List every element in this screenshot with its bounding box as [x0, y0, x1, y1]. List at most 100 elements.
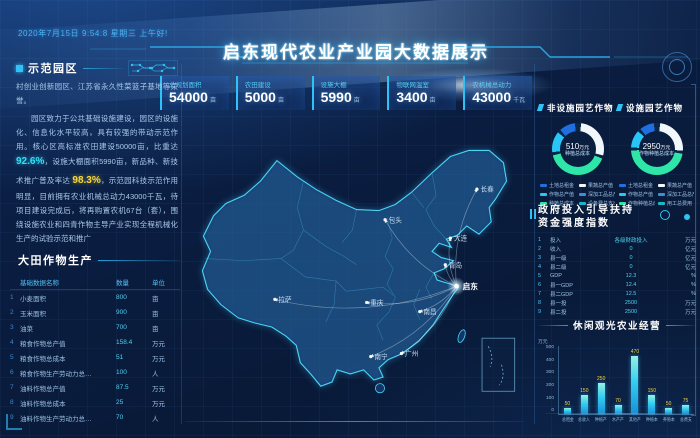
legend-swatch: [658, 184, 665, 187]
donut-legends: 土地总租金 果蔬总产值 作物总产值 深加工品总产值 种植总成本: [538, 182, 696, 207]
header-line: [538, 324, 568, 326]
legend-label: 设备费总支出: [588, 201, 615, 207]
province-borders: [205, 172, 447, 341]
donut-unit: 万元: [579, 144, 590, 151]
right-edge-frame: [691, 84, 696, 416]
bar-column: 70 水产产: [612, 346, 624, 422]
row-value: 0: [629, 245, 633, 252]
row-index: 5: [10, 354, 14, 361]
datetime-text: 2020年7月15日 9:54:8 星期三 上午好!: [18, 29, 168, 38]
demo-park-paragraph-2: 园区致力于公共基础设施建设，园区的设施化、信息化水平较高，具有较强的带动示范作用…: [16, 112, 178, 246]
kpi-card: 物联网温室 3400 亩: [387, 76, 457, 110]
legend-label: 土地总租金: [628, 183, 654, 189]
kpi-number: 43000: [472, 89, 512, 105]
legend-item: 果蔬总产值: [579, 182, 615, 189]
non-facility-title: 非设施园艺作物: [536, 102, 617, 114]
row-index: 9: [10, 414, 14, 421]
legend-left: 土地总租金 果蔬总产值 作物总产值 深加工品总产值 种植总成本: [538, 182, 617, 207]
row-index: 3: [10, 324, 14, 331]
table-row: 6 县一GDP 12.4 %: [538, 280, 696, 289]
table-row: 3 油菜 700 亩: [10, 320, 180, 335]
bar-label: 总租金: [561, 417, 574, 422]
city-label: 青岛: [449, 260, 463, 269]
row-unit: 亿元: [684, 255, 696, 262]
legend-label: 用工总费用: [667, 201, 693, 207]
bar-column: 50 养殖本: [663, 346, 675, 422]
row-unit: %: [691, 272, 696, 279]
row-name: 油料作物总成本: [20, 400, 66, 408]
bar-value: 75: [682, 397, 689, 404]
table-row: 9 油料作物生产劳动力总… 70 人: [10, 410, 180, 425]
bar-label: 种植产: [595, 417, 608, 422]
legend-item: 设备费总支出: [579, 200, 615, 207]
legend-swatch: [579, 184, 586, 187]
row-name: 油菜: [20, 325, 33, 333]
row-unit: 万元: [684, 300, 696, 307]
donut-value: 2950万元: [643, 142, 671, 151]
kpi-unit: 亩: [429, 98, 436, 104]
double-bar-icon: [530, 209, 536, 219]
row-unit: 亿元: [684, 246, 696, 253]
demo-park-title: 示范园区: [28, 63, 78, 75]
city-dot: [399, 351, 404, 356]
bar-label: 种植本: [645, 417, 658, 422]
row-value: 0: [629, 263, 633, 270]
leisure-title: 休闲观光农业经营: [573, 321, 662, 332]
table-row: 7 县二GDP 12.5 %: [538, 289, 696, 298]
row-qty: 800: [116, 294, 127, 301]
facility-title: 设施园艺作物: [615, 102, 696, 114]
table-row: 8 县一投 2500 万元: [538, 298, 696, 307]
panel-field-crops: 大田作物生产 基础数据名称 数量 单位 1 小麦面积 800 亩 2 玉米面积 …: [10, 252, 180, 425]
col-qty: 数量: [116, 280, 129, 287]
donut-number: 2950: [642, 141, 661, 151]
flight-route: [365, 285, 457, 305]
kpi-label: 设施大棚: [320, 82, 347, 89]
kpi-value: 5990 亩: [321, 89, 379, 107]
city-label: 南昌: [423, 307, 436, 316]
south-china-sea-inset: [481, 337, 516, 392]
donut-row: 510万元 种植总成本 2950万元 作物种植总成本: [538, 123, 696, 175]
legend-label: 深加工品总产值: [588, 192, 615, 198]
flight-route: [384, 219, 457, 287]
row-name: 县二投: [550, 309, 567, 316]
legend-label: 作物总产值: [628, 192, 654, 198]
row-name: 粮食作物总成本: [20, 355, 66, 363]
bar: [665, 407, 673, 414]
page-title: 启东现代农业产业园大数据展示: [223, 43, 489, 62]
facility-title-text: 设施园艺作物: [626, 103, 684, 113]
bar-label: 总收入: [578, 417, 591, 422]
donut-chart-non-facility: 510万元 种植总成本: [551, 123, 604, 175]
kpi-number: 5000: [244, 89, 276, 105]
city-dot: [369, 354, 373, 359]
legend-item: 用工总费用: [658, 200, 694, 207]
government-table: 1 投入 各级财政投入 万元 2 收入 0 亿元 3 县一级 0 亿元 4 县二…: [538, 235, 696, 316]
row-name: 县一GDP: [550, 282, 573, 289]
row-qty: 25: [116, 399, 124, 406]
row-index: 7: [10, 384, 14, 391]
bar-value: 70: [615, 398, 621, 405]
table-row: 6 粮食作物生产劳动力总… 100 人: [10, 365, 180, 380]
kpi-card: 农机械总动力 43000 千瓦: [463, 76, 532, 110]
kpi-unit: 亩: [209, 98, 216, 104]
legend-item: 土地总租金: [540, 182, 576, 189]
y-tick-label: 200: [545, 382, 554, 388]
panel-government: 政府投入引导扶持 资金强度指数 1 投入 各级财政投入 万元 2 收入 0 亿元…: [530, 204, 696, 316]
legend-swatch: [658, 202, 665, 205]
legend-label: 果蔬总产值: [588, 183, 614, 189]
kpi-card: 农田建设 5000 亩: [235, 76, 305, 110]
bar-label: 总费支: [679, 417, 692, 422]
table-row: 5 粮食作物总成本 51 万元: [10, 350, 180, 365]
legend-swatch: [579, 193, 586, 196]
table-row: 8 油料作物总成本 25 万元: [10, 395, 180, 410]
field-crops-table: 基础数据名称 数量 单位 1 小麦面积 800 亩 2 玉米面积 900 亩 3…: [10, 275, 180, 425]
kpi-value: 3400 亩: [396, 89, 454, 107]
flight-route: [370, 285, 457, 358]
row-index: 5: [538, 272, 542, 279]
donut-center: 510万元 种植总成本: [560, 131, 596, 167]
row-qty: 100: [116, 369, 127, 376]
row-unit: 万元: [152, 340, 165, 348]
row-index: 7: [538, 290, 542, 297]
kpi-row: 总规划面积 54000 亩 农田建设 5000 亩 设施大棚 5990 亩 物联网温室…: [160, 76, 532, 110]
row-index: 2: [10, 309, 14, 316]
